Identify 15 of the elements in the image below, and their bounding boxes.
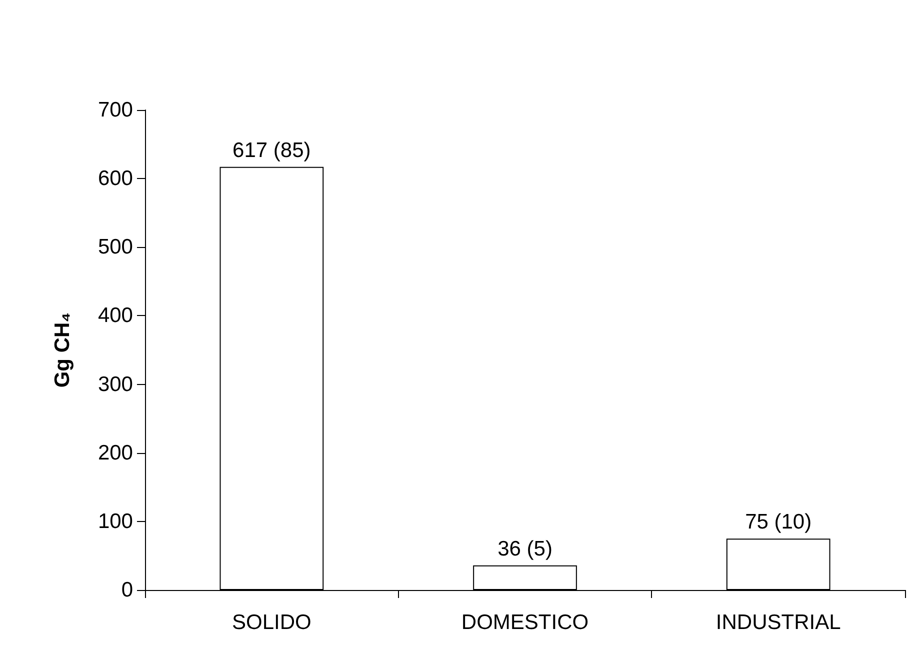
x-tick-label: DOMESTICO — [461, 611, 589, 634]
x-tick-label: SOLIDO — [232, 611, 312, 634]
y-tick-label: 500 — [98, 236, 133, 259]
y-tick-label: 600 — [98, 167, 133, 190]
data-label: 36 (5) — [498, 537, 552, 560]
x-tick-label: INDUSTRIAL — [716, 611, 841, 634]
y-tick-label: 300 — [98, 372, 133, 396]
y-tick-label: 0 — [121, 578, 133, 602]
y-axis-title: Gg CH₄ — [51, 312, 74, 388]
y-tick-label: 700 — [98, 98, 133, 122]
y-tick-label: 200 — [98, 441, 133, 464]
y-tick-label: 400 — [98, 304, 133, 328]
y-tick-label: 100 — [98, 510, 133, 533]
data-label: 617 (85) — [232, 138, 311, 162]
data-label: 75 (10) — [745, 510, 812, 534]
